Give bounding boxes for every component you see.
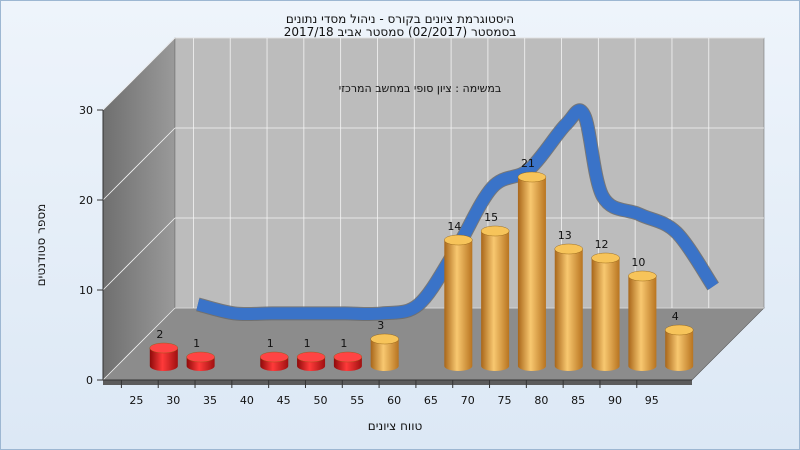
bar-body	[444, 240, 473, 372]
bar: 10	[628, 256, 657, 372]
bar-top	[554, 243, 583, 255]
bar: 13	[554, 229, 583, 372]
bar-top	[517, 171, 547, 183]
gridline-side	[102, 127, 176, 201]
bar-top	[591, 252, 620, 264]
bar: 1	[296, 337, 326, 372]
floor-edge	[103, 380, 692, 385]
bar: 12	[591, 238, 620, 372]
bar-value-label: 1	[304, 337, 311, 350]
bar-value-label: 15	[484, 211, 498, 224]
bar-body	[665, 330, 694, 372]
bar: 3	[370, 319, 399, 372]
bar: 1	[333, 337, 363, 372]
bar: 1	[260, 337, 289, 372]
bar-value-label: 21	[521, 157, 535, 170]
bar-value-label: 1	[193, 337, 200, 350]
bar-top	[186, 351, 215, 363]
bar-body	[149, 348, 178, 372]
x-tick-label: 85	[571, 394, 585, 407]
x-axis-label: טווח ציונים	[368, 419, 423, 433]
x-tick-label: 40	[240, 394, 254, 407]
x-tick-label: 25	[129, 394, 143, 407]
bar-value-label: 14	[447, 220, 461, 233]
bar-body	[517, 177, 546, 372]
y-axis-label: מספר סטודנטים	[34, 204, 48, 287]
y-tick-label: 0	[86, 374, 93, 387]
y-tick-label: 10	[79, 284, 93, 297]
x-tick-label: 55	[350, 394, 364, 407]
bar-top	[444, 234, 473, 246]
bar-top	[628, 270, 657, 282]
x-tick-label: 65	[424, 394, 438, 407]
gridline-side	[102, 307, 176, 381]
x-tick-label: 90	[608, 394, 622, 407]
bar-value-label: 4	[672, 310, 679, 323]
bar: 21	[517, 157, 547, 372]
bar-value-label: 3	[377, 319, 384, 332]
chart-title-line-1: היסטוגרמת ציונים בקורס - ניהול מסדי נתונ…	[285, 12, 515, 26]
bar: 4	[664, 310, 694, 372]
x-tick-label: 95	[645, 394, 659, 407]
bar-value-label: 13	[558, 229, 572, 242]
bar-top	[664, 324, 694, 336]
bar-value-label: 12	[595, 238, 609, 251]
bar-body	[481, 231, 510, 372]
bar-top	[260, 351, 289, 363]
bar-top	[296, 351, 326, 363]
bar: 1	[186, 337, 215, 372]
gridline-side	[102, 37, 176, 111]
x-tick-label: 35	[203, 394, 217, 407]
bar-top	[333, 351, 363, 363]
bar: 14	[444, 220, 473, 372]
distribution-curve	[196, 104, 719, 321]
chart-title-line-2: בסמסטר (02/2017) סמסטר אביב 2017/18	[283, 25, 517, 39]
x-tick-label: 80	[534, 394, 548, 407]
bar-top	[149, 342, 179, 354]
bar-top	[370, 333, 399, 345]
bar: 2	[149, 328, 179, 372]
bar-value-label: 2	[156, 328, 163, 341]
bar-body	[554, 249, 583, 372]
gridline-side	[102, 217, 176, 291]
bar-body	[591, 258, 620, 372]
bar-body	[628, 276, 657, 372]
bar-top	[480, 225, 510, 237]
x-tick-label: 30	[166, 394, 180, 407]
x-tick-label: 60	[387, 394, 401, 407]
bar: 15	[480, 211, 510, 372]
x-tick-label: 45	[277, 394, 291, 407]
x-tick-label: 50	[313, 394, 327, 407]
x-tick-label: 75	[498, 394, 512, 407]
chart-subtitle: במשימה : ציון סופי במחשב המרכזי	[339, 82, 502, 95]
bar-value-label: 10	[631, 256, 645, 269]
bar-value-label: 1	[340, 337, 347, 350]
x-tick-label: 70	[461, 394, 475, 407]
bar-body	[370, 339, 399, 372]
y-tick-label: 30	[79, 104, 93, 117]
y-tick-label: 20	[79, 194, 93, 207]
bar-value-label: 1	[267, 337, 274, 350]
